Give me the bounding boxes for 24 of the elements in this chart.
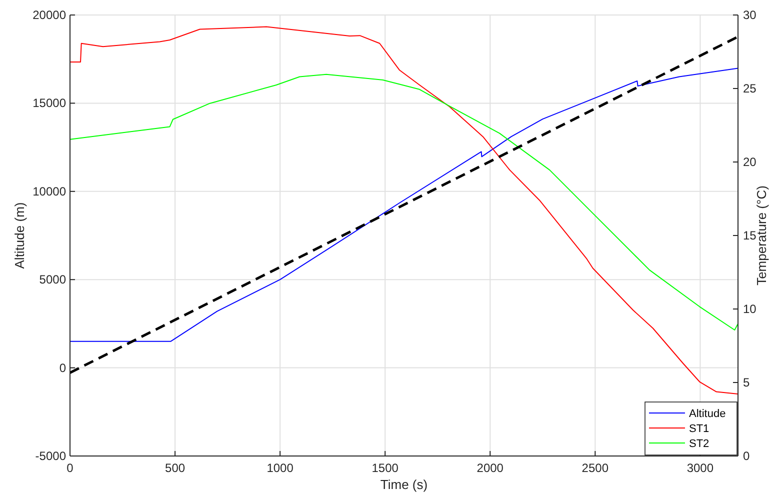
y2-tick-label: 5 xyxy=(743,376,750,390)
y-tick-label: 15000 xyxy=(32,96,66,110)
y-axis-title: Altitude (m) xyxy=(12,202,27,269)
y-tick-label: 5000 xyxy=(39,272,66,287)
legend-label: Altitude xyxy=(689,408,726,420)
y-tick-label: -5000 xyxy=(35,449,66,463)
y2-tick-label: 10 xyxy=(743,302,757,316)
x-tick-label: 3000 xyxy=(686,461,714,475)
legend-label: ST2 xyxy=(689,438,710,450)
y2-tick-label: 0 xyxy=(743,449,750,463)
x-tick-label: 2500 xyxy=(582,461,609,475)
x-tick-label: 2000 xyxy=(476,461,504,475)
y2-tick-label: 30 xyxy=(743,8,757,22)
y-tick-label: 20000 xyxy=(32,8,66,22)
y-tick-label: 10000 xyxy=(32,184,66,198)
legend-label: ST1 xyxy=(689,423,710,435)
x-tick-label: 500 xyxy=(165,461,186,475)
y2-tick-label: 25 xyxy=(743,82,757,96)
x-axis-title: Time (s) xyxy=(380,477,428,492)
x-tick-label: 1000 xyxy=(266,461,294,475)
y2-tick-label: 15 xyxy=(743,228,757,242)
y2-tick-label: 20 xyxy=(743,155,757,169)
x-tick-label: 1500 xyxy=(372,461,399,475)
y-tick-label: 0 xyxy=(59,360,66,375)
